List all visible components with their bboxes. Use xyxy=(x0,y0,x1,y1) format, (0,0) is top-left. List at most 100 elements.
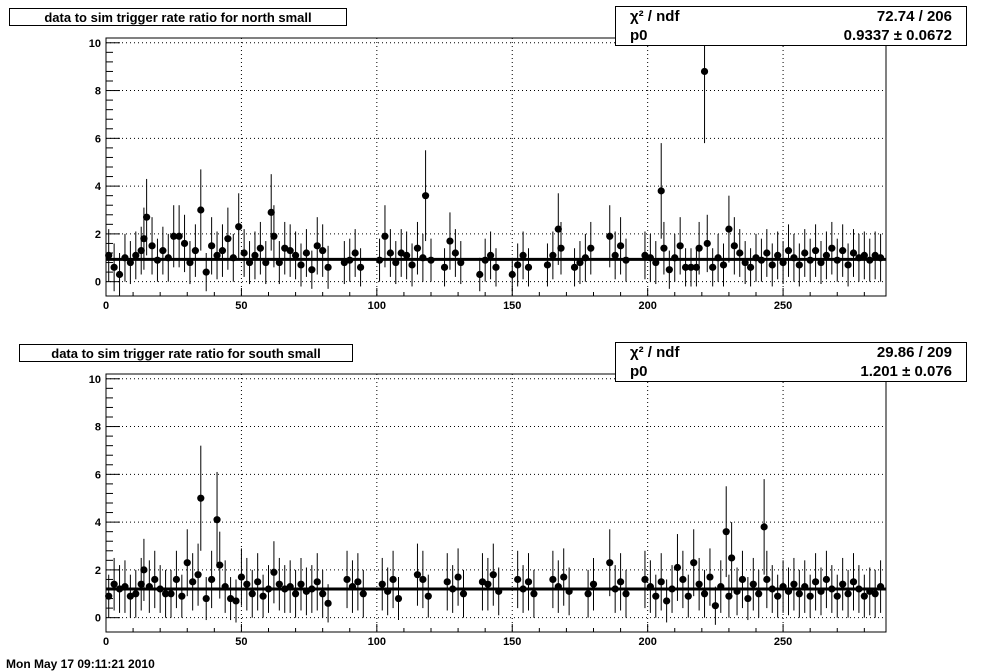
x-axis xyxy=(105,624,865,632)
data-point xyxy=(774,251,782,259)
x-tick-label: 150 xyxy=(503,300,521,312)
data-point xyxy=(148,242,156,250)
x-tick-label: 0 xyxy=(103,300,109,312)
data-point xyxy=(232,597,240,605)
data-point xyxy=(359,590,367,598)
data-point xyxy=(587,244,595,252)
data-point xyxy=(408,261,416,269)
data-point xyxy=(549,251,557,259)
data-point xyxy=(183,559,191,567)
data-point xyxy=(115,270,124,279)
data-point xyxy=(706,573,714,581)
data-point xyxy=(657,578,665,586)
data-point xyxy=(297,580,305,588)
panel-title-south: data to sim trigger rate ratio for south… xyxy=(19,344,353,362)
data-point xyxy=(302,249,311,257)
data-point xyxy=(308,266,316,274)
data-point xyxy=(446,237,454,245)
data-point xyxy=(216,561,224,569)
x-tick-label: 200 xyxy=(638,300,656,312)
y-tick-label: 10 xyxy=(89,38,101,50)
data-point xyxy=(557,244,565,252)
data-point xyxy=(849,249,858,257)
data-point xyxy=(833,592,841,600)
data-point xyxy=(774,592,782,600)
data-point xyxy=(105,251,113,259)
data-point xyxy=(397,249,405,257)
data-point xyxy=(871,590,879,598)
data-point xyxy=(386,249,394,257)
data-point xyxy=(343,575,351,584)
data-point xyxy=(822,251,831,259)
data-point xyxy=(660,244,668,252)
data-point xyxy=(159,247,167,255)
data-point xyxy=(687,263,695,271)
data-point xyxy=(719,261,728,269)
data-point xyxy=(105,592,113,600)
data-point xyxy=(424,592,432,600)
x-tick-label: 100 xyxy=(368,300,386,312)
data-point xyxy=(213,516,221,524)
data-point xyxy=(140,235,148,243)
data-point xyxy=(137,580,145,588)
data-point xyxy=(319,247,327,255)
grid-lines xyxy=(106,38,886,296)
data-point xyxy=(679,575,687,584)
data-point xyxy=(844,261,852,269)
chart-panel-north: 0 50 100 150 200 250 0 2 4 6 8 10 xyxy=(89,37,887,312)
data-point xyxy=(286,247,294,255)
data-point xyxy=(736,249,744,257)
data-point xyxy=(167,590,175,598)
data-point xyxy=(202,594,210,603)
chi2-value: 72.74 / 206 xyxy=(876,8,952,25)
data-point xyxy=(281,244,289,252)
data-point xyxy=(354,578,362,586)
data-point xyxy=(270,568,278,576)
data-point xyxy=(849,578,858,586)
data-point xyxy=(871,251,879,259)
data-point xyxy=(197,206,205,214)
data-point xyxy=(801,249,809,257)
p0-value: 1.201 ± 0.076 xyxy=(860,363,952,380)
data-point xyxy=(543,261,552,269)
x-tick-label: 50 xyxy=(235,300,247,312)
data-point xyxy=(768,261,776,269)
chi2-value: 29.86 / 209 xyxy=(876,344,952,361)
data-point xyxy=(700,67,709,76)
grid-lines xyxy=(106,374,886,632)
data-point xyxy=(784,247,793,255)
data-point xyxy=(560,573,568,581)
data-point xyxy=(616,242,625,250)
fit-stats-box-north: χ² / ndf 72.74 / 206 p0 0.9337 ± 0.0672 xyxy=(615,6,967,46)
p0-value: 0.9337 ± 0.0672 xyxy=(843,27,952,44)
y-tick-label: 0 xyxy=(95,277,101,289)
data-point xyxy=(822,575,831,584)
data-point xyxy=(413,571,422,579)
data-point xyxy=(443,578,451,586)
data-point xyxy=(476,270,484,279)
data-point xyxy=(132,251,140,259)
data-point xyxy=(508,270,516,279)
y-tick-label: 2 xyxy=(95,229,101,241)
x-tick-label: 250 xyxy=(774,636,792,648)
data-point xyxy=(240,249,248,257)
data-point xyxy=(151,575,159,584)
data-point xyxy=(313,578,321,586)
data-point xyxy=(554,225,562,233)
data-point xyxy=(749,580,757,588)
data-point xyxy=(251,251,259,259)
data-point xyxy=(725,225,733,233)
data-point xyxy=(700,590,709,598)
data-point xyxy=(514,261,522,269)
data-point xyxy=(760,523,768,531)
data-point xyxy=(226,594,235,603)
data-point xyxy=(178,592,186,600)
data-point xyxy=(291,251,300,259)
chi2-label: χ² / ndf xyxy=(630,8,680,25)
data-point xyxy=(378,580,386,588)
data-point xyxy=(673,563,682,572)
data-point xyxy=(695,580,703,588)
data-point xyxy=(459,590,468,598)
x-tick-label: 50 xyxy=(235,636,247,648)
data-point xyxy=(421,192,430,200)
